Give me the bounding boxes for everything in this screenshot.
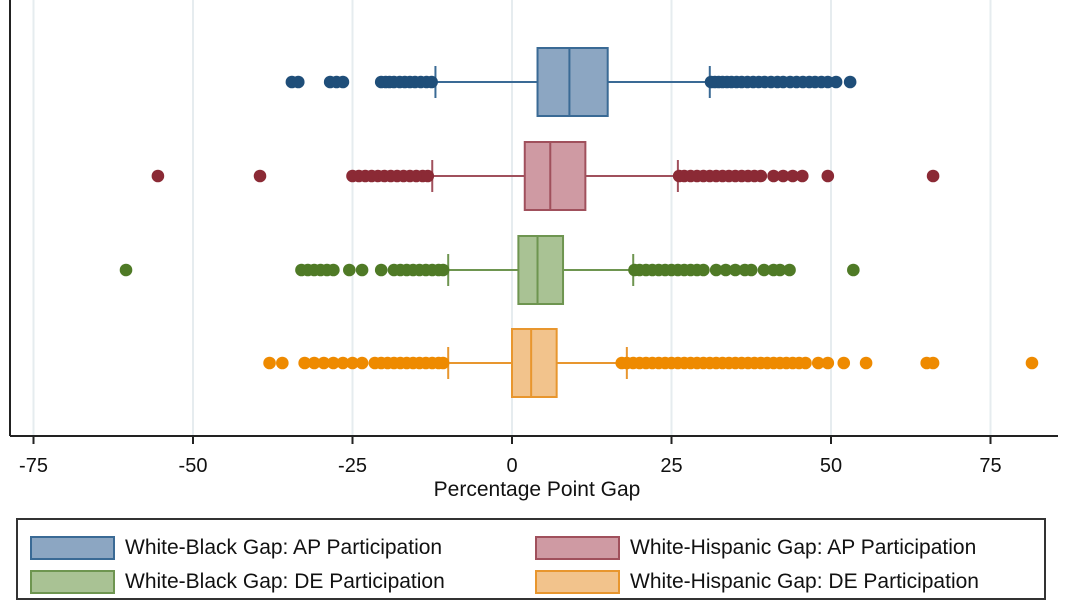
outlier-point xyxy=(374,263,388,277)
outlier-point xyxy=(773,263,787,277)
outlier-point xyxy=(811,356,825,370)
outlier-point xyxy=(821,356,835,370)
box-iqr xyxy=(517,235,565,305)
x-tick-label: 25 xyxy=(660,455,682,477)
legend-label-wh-ap: White-Hispanic Gap: AP Participation xyxy=(630,536,977,559)
outlier-point xyxy=(786,169,800,183)
legend-label-wb-de: White-Black Gap: DE Participation xyxy=(125,570,445,593)
outlier-point xyxy=(327,356,340,370)
outlier-point xyxy=(436,356,450,370)
box-iqr xyxy=(523,141,587,211)
x-axis-title: Percentage Point Gap xyxy=(433,478,641,501)
outlier-point xyxy=(327,263,340,277)
series-2 xyxy=(119,235,860,305)
legend: White-Black Gap: AP Participation White-… xyxy=(16,518,1046,600)
outlier-point xyxy=(355,356,369,370)
outlier-point xyxy=(253,169,267,183)
outlier-point xyxy=(783,263,796,277)
legend-item-wh-ap: White-Hispanic Gap: AP Participation xyxy=(535,533,976,563)
outlier-point xyxy=(709,263,723,277)
outlier-point xyxy=(425,75,438,89)
outlier-point xyxy=(307,356,321,370)
outlier-point xyxy=(837,356,851,370)
outlier-point xyxy=(317,356,331,370)
boxplot-chart: -75 -50 -25 0 25 50 75 xyxy=(9,0,1058,477)
box-iqr xyxy=(536,47,609,117)
outlier-point xyxy=(799,356,812,370)
outlier-point xyxy=(829,75,843,89)
outlier-point xyxy=(336,356,350,370)
outlier-point xyxy=(767,169,780,183)
outlier-point xyxy=(291,75,305,89)
outlier-point xyxy=(926,356,940,370)
legend-swatch-wb-de xyxy=(30,570,115,594)
outlier-point xyxy=(926,169,940,183)
outlier-point xyxy=(436,263,450,277)
x-tick-label: 0 xyxy=(506,455,517,477)
outlier-point xyxy=(276,356,289,370)
legend-swatch-wh-ap xyxy=(535,536,620,560)
legend-swatch-wb-ap xyxy=(30,536,115,560)
outlier-point xyxy=(298,356,311,370)
series-3 xyxy=(263,328,1039,398)
legend-item-wb-de: White-Black Gap: DE Participation xyxy=(30,567,445,597)
series-1 xyxy=(151,141,940,211)
legend-label-wh-de: White-Hispanic Gap: DE Participation xyxy=(630,570,979,593)
outlier-point xyxy=(151,169,165,183)
outlier-point xyxy=(343,263,356,277)
outlier-point xyxy=(754,169,768,183)
plot-area xyxy=(119,47,1039,398)
outlier-point xyxy=(119,263,133,277)
outlier-point xyxy=(757,263,771,277)
legend-swatch-wh-de xyxy=(535,570,620,594)
box-iqr xyxy=(511,328,558,398)
outlier-point xyxy=(346,356,359,370)
outlier-point xyxy=(859,356,873,370)
outlier-point xyxy=(776,169,790,183)
outlier-point xyxy=(795,169,809,183)
outlier-point xyxy=(336,75,350,89)
outlier-point xyxy=(1025,356,1039,370)
x-axis-ticks: -75 -50 -25 0 25 50 75 xyxy=(19,436,1002,477)
x-tick-label: -75 xyxy=(19,455,48,477)
outlier-point xyxy=(697,263,710,277)
x-tick-label: 50 xyxy=(820,455,842,477)
outlier-point xyxy=(847,263,860,277)
legend-label-wb-ap: White-Black Gap: AP Participation xyxy=(125,536,443,559)
legend-item-wh-de: White-Hispanic Gap: DE Participation xyxy=(535,567,979,597)
outlier-point xyxy=(355,263,369,277)
series-0 xyxy=(285,47,857,117)
x-tick-label: 75 xyxy=(979,455,1001,477)
outlier-point xyxy=(821,169,835,183)
x-tick-label: -50 xyxy=(179,455,208,477)
legend-item-wb-ap: White-Black Gap: AP Participation xyxy=(30,533,442,563)
outlier-point xyxy=(263,356,276,370)
outlier-point xyxy=(729,263,742,277)
outlier-point xyxy=(421,169,435,183)
outlier-point xyxy=(744,263,758,277)
gridlines xyxy=(32,0,992,436)
outlier-point xyxy=(843,75,857,89)
x-tick-label: -25 xyxy=(338,455,367,477)
outlier-point xyxy=(719,263,733,277)
